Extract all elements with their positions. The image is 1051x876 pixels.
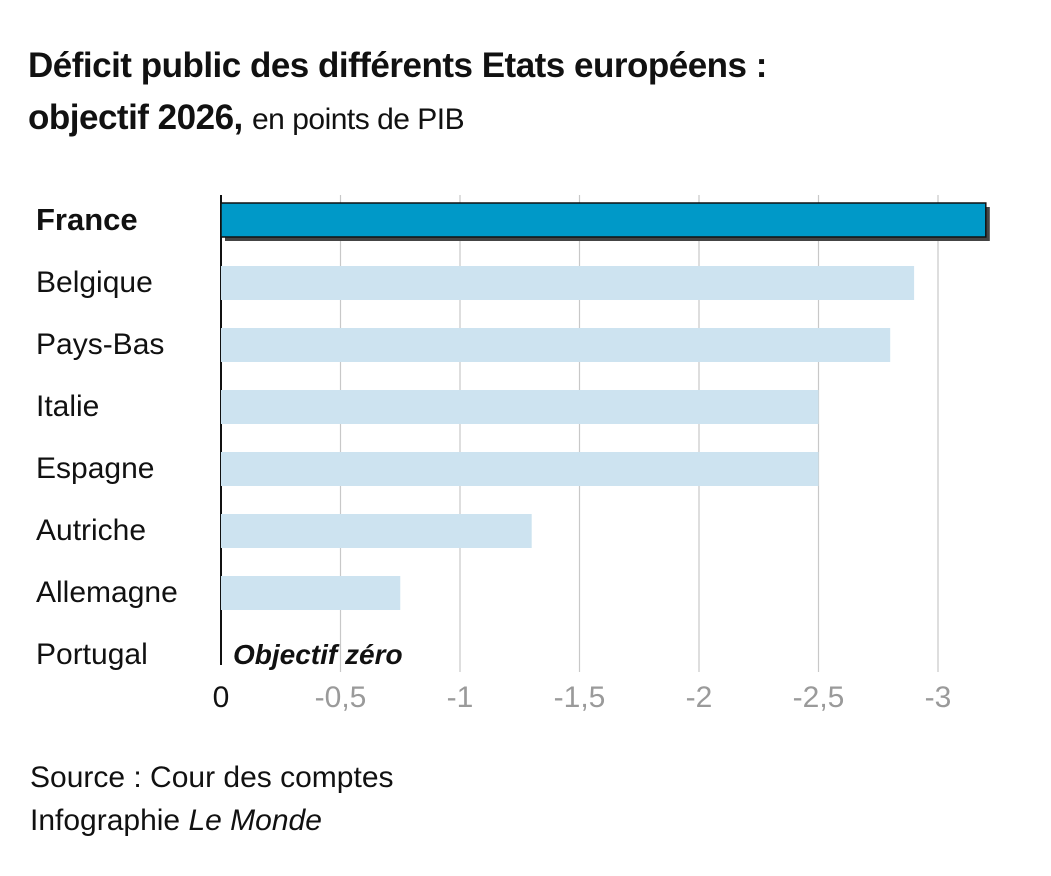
x-tick-label: -1 bbox=[447, 681, 474, 714]
category-label: Pays-Bas bbox=[36, 328, 164, 361]
x-tick-label: -2,5 bbox=[793, 681, 845, 714]
bar-belgique bbox=[221, 266, 914, 300]
category-label: Belgique bbox=[36, 266, 153, 299]
bar-chart: France Belgique Pays-Bas Italie Espagne Autri… bbox=[0, 0, 1051, 876]
credit-name: Le Monde bbox=[188, 804, 321, 837]
x-tick-label: -1,5 bbox=[554, 681, 606, 714]
bar-france bbox=[221, 203, 986, 237]
bar-pays-bas bbox=[221, 328, 890, 362]
category-label: Allemagne bbox=[36, 576, 178, 609]
credit-note: Infographie Le Monde bbox=[30, 799, 394, 842]
bar-allemagne bbox=[221, 576, 400, 610]
x-tick-label: -2 bbox=[686, 681, 713, 714]
category-label: France bbox=[36, 202, 138, 237]
bar-italie bbox=[221, 390, 819, 424]
bar-autriche bbox=[221, 514, 532, 548]
credit-prefix: Infographie bbox=[30, 804, 180, 837]
x-tick-label: -3 bbox=[925, 681, 952, 714]
chart-footer: Source : Cour des comptes Infographie Le… bbox=[30, 756, 394, 842]
category-label: Portugal bbox=[36, 638, 148, 671]
x-tick-label: 0 bbox=[213, 681, 230, 714]
bar-espagne bbox=[221, 452, 819, 486]
annotation-objectif-zero: Objectif zéro bbox=[233, 639, 403, 670]
x-tick-label: -0,5 bbox=[315, 681, 367, 714]
source-note: Source : Cour des comptes bbox=[30, 756, 394, 799]
category-label: Autriche bbox=[36, 514, 146, 547]
category-label: Italie bbox=[36, 390, 99, 423]
category-label: Espagne bbox=[36, 452, 154, 485]
